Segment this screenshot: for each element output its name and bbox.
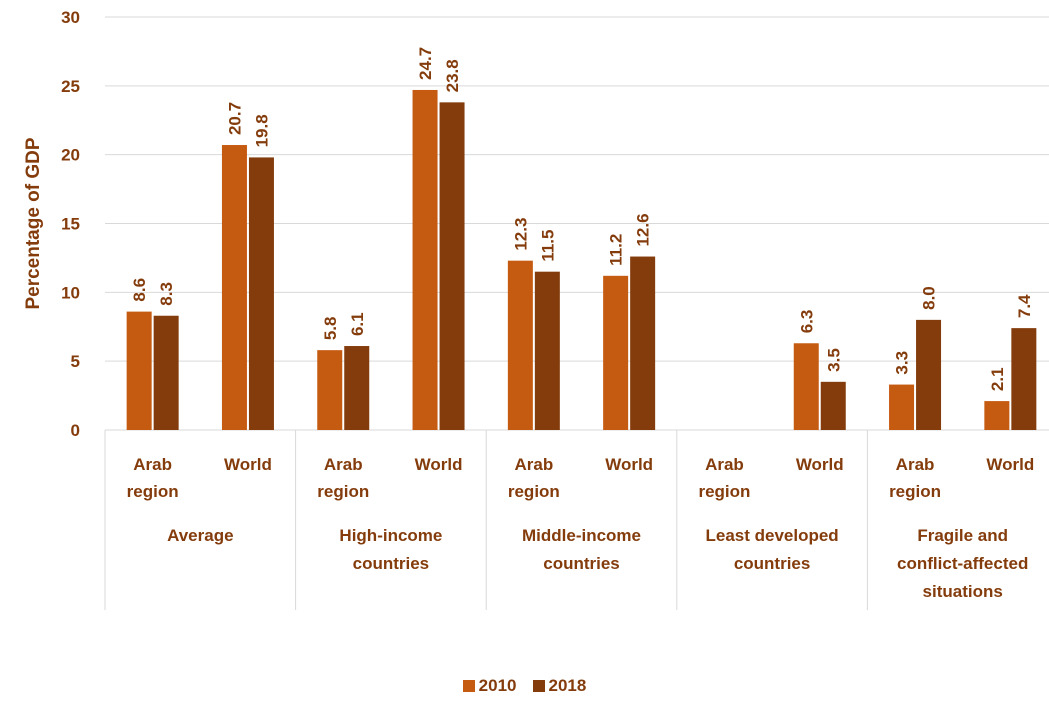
bar-2018 [248, 157, 274, 431]
bar-2010 [317, 350, 343, 430]
bar-2018 [820, 381, 846, 430]
y-tick-label-25: 25 [61, 77, 80, 96]
y-tick-label-30: 30 [61, 8, 80, 27]
data-label-2010: 12.3 [511, 218, 530, 251]
data-label-2018: 7.4 [1015, 294, 1034, 318]
group-label: Average [167, 526, 233, 545]
data-label-2018: 8.3 [157, 282, 176, 306]
bar-2018 [916, 319, 942, 430]
group-label: Middle-income countries [522, 526, 641, 573]
y-tick-label-5: 5 [71, 352, 80, 371]
bar-2018 [153, 315, 179, 430]
category-label: World [415, 455, 463, 474]
data-label-2018: 19.8 [252, 114, 271, 147]
category-label: Arab region [508, 455, 560, 501]
category-label: Arab region [698, 455, 750, 501]
data-label-2010: 8.6 [130, 278, 149, 302]
y-tick-label-0: 0 [71, 421, 80, 440]
data-label-2010: 3.3 [893, 351, 912, 375]
legend: 2010 2018 [0, 676, 1049, 696]
data-label-2018: 6.1 [348, 312, 367, 336]
bar-2010 [793, 343, 819, 430]
bar-2018 [534, 271, 560, 430]
legend-swatch-2018 [532, 680, 545, 692]
y-tick-label-15: 15 [61, 215, 80, 234]
data-label-2010: 5.8 [321, 317, 340, 341]
data-label-2010: 6.3 [797, 310, 816, 334]
y-tick-label-10: 10 [61, 283, 80, 302]
legend-item-2018: 2018 [532, 676, 587, 696]
category-label: World [986, 455, 1034, 474]
legend-swatch-2010 [462, 680, 475, 692]
bar-2018 [1011, 328, 1037, 430]
group-label: High-income countries [339, 526, 442, 573]
data-label-2018: 8.0 [920, 286, 939, 310]
bar-2010 [221, 145, 247, 430]
data-label-2018: 23.8 [443, 59, 462, 92]
data-label-2010: 20.7 [225, 102, 244, 135]
y-tick-label-20: 20 [61, 146, 80, 165]
bar-2010 [889, 384, 915, 430]
bar-2018 [344, 346, 370, 430]
legend-item-2010: 2010 [462, 676, 517, 696]
data-label-2010: 11.2 [607, 234, 626, 266]
data-label-2018: 3.5 [824, 348, 843, 372]
bar-2010 [603, 275, 629, 430]
data-label-2010: 24.7 [416, 47, 435, 80]
y-axis-title: Percentage of GDP [23, 137, 44, 309]
bar-2010 [984, 401, 1010, 430]
group-label: Fragile and conflict-affected situations [897, 526, 1028, 601]
data-label-2010: 2.1 [988, 367, 1007, 391]
bar-2018 [630, 256, 656, 430]
category-label: World [605, 455, 653, 474]
data-labels: 8.6 8.3 20.7 19.8 5.8 6.1 24.7 23.8 12.3 11.5 11.2… [130, 47, 1034, 391]
data-label-2018: 12.6 [634, 213, 653, 246]
data-label-2018: 11.5 [538, 230, 557, 262]
category-label: Arab region [889, 455, 941, 501]
bar-2018 [439, 102, 465, 430]
bars [126, 89, 1037, 431]
legend-label-2018: 2018 [548, 676, 587, 695]
legend-label-2010: 2010 [478, 676, 517, 695]
bar-2010 [507, 260, 533, 430]
category-label: World [796, 455, 844, 474]
bar-2010 [412, 89, 438, 431]
category-label: World [224, 455, 272, 474]
group-label: Least developed countries [705, 526, 838, 573]
category-label: Arab region [127, 455, 179, 501]
bar-2010 [126, 311, 152, 430]
category-label: Arab region [317, 455, 369, 501]
